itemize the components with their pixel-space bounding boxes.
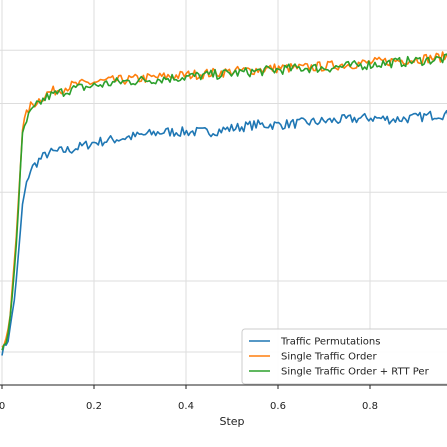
legend-label: Single Traffic Order [281, 352, 377, 363]
series-lines [1, 51, 447, 356]
series-line-3 [1, 53, 447, 351]
legend-box [241, 328, 447, 385]
legend-label: Traffic Permutations [280, 337, 380, 348]
legend-label: Single Traffic Order + RTT Per [281, 367, 430, 378]
x-ticks: 0 0.2 0.4 0.6 0.8 [0, 385, 378, 412]
x-axis-label: Step [219, 415, 244, 428]
series-line-1 [1, 109, 447, 356]
legend: Traffic Permutations Single Traffic Order… [241, 328, 447, 385]
x-tick-label: 0.8 [362, 401, 378, 412]
x-tick-label: 0.4 [178, 401, 194, 412]
x-tick-label: 0.2 [86, 401, 102, 412]
x-tick-label: 0 [0, 401, 5, 412]
grid-lines [0, 0, 447, 385]
x-tick-label: 0.6 [270, 401, 286, 412]
